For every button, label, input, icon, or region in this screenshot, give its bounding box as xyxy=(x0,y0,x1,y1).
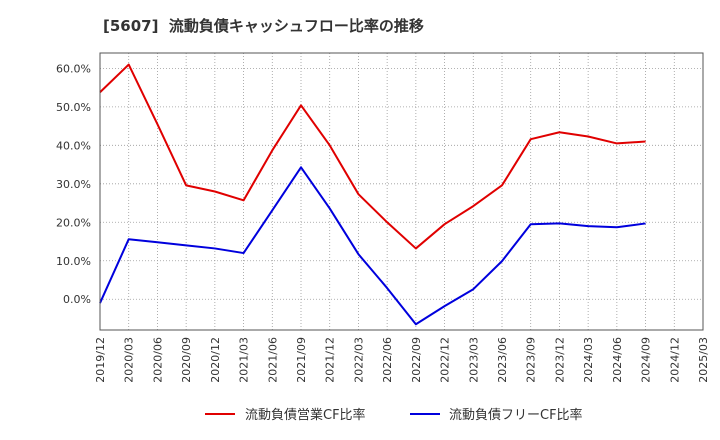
plot-area xyxy=(100,53,703,330)
series-line-0 xyxy=(99,63,646,250)
data-point-series-0 xyxy=(212,189,217,194)
legend-item-operating-cf: 流動負債営業CF比率 xyxy=(205,407,366,423)
x-tick-label: 2023/03 xyxy=(467,337,480,383)
data-point-series-0 xyxy=(270,148,275,153)
data-point-series-1 xyxy=(241,251,246,256)
data-point-series-0 xyxy=(327,143,332,148)
grid-lines xyxy=(99,53,704,330)
data-point-series-1 xyxy=(270,208,275,213)
y-tick-label: 30.0% xyxy=(56,178,91,191)
x-tick-label: 2019/12 xyxy=(94,337,107,383)
x-tick-label: 2023/06 xyxy=(496,337,509,383)
x-tick-label: 2020/06 xyxy=(151,337,164,383)
chart-title: [5607] 流動負債キャッシュフロー比率の推移 xyxy=(103,17,424,35)
data-point-series-1 xyxy=(385,286,390,291)
x-tick-label: 2024/06 xyxy=(611,337,624,383)
y-axis-tick-labels: 0.0% 10.0% 20.0% 30.0% 40.0% 50.0% 60.0% xyxy=(56,62,91,306)
legend: 流動負債営業CF比率 流動負債フリーCF比率 xyxy=(205,407,583,423)
y-tick-label: 0.0% xyxy=(63,293,91,306)
data-point-series-1 xyxy=(471,287,476,292)
x-tick-label: 2020/09 xyxy=(180,337,193,383)
x-tick-label: 2020/03 xyxy=(123,337,136,383)
data-point-series-1 xyxy=(500,259,505,264)
data-point-series-0 xyxy=(356,192,361,197)
data-point-series-1 xyxy=(184,243,189,248)
x-tick-label: 2023/12 xyxy=(553,337,566,383)
data-point-series-0 xyxy=(241,198,246,203)
x-tick-label: 2024/03 xyxy=(582,337,595,383)
plot-border xyxy=(99,52,704,331)
data-point-series-1 xyxy=(413,322,418,327)
data-point-series-0 xyxy=(385,220,390,225)
x-tick-label: 2020/12 xyxy=(209,337,222,383)
x-tick-label: 2023/09 xyxy=(525,337,538,383)
y-tick-label: 40.0% xyxy=(56,139,91,152)
x-tick-label: 2022/09 xyxy=(410,337,423,383)
data-point-series-1 xyxy=(614,225,619,230)
legend-item-free-cf: 流動負債フリーCF比率 xyxy=(410,407,583,423)
x-tick-label: 2021/09 xyxy=(295,337,308,383)
data-point-series-1 xyxy=(126,237,131,242)
data-point-series-1 xyxy=(327,206,332,211)
data-point-series-0 xyxy=(500,183,505,188)
data-point-series-0 xyxy=(299,103,304,108)
x-tick-label: 2022/03 xyxy=(352,337,365,383)
x-tick-label: 2021/06 xyxy=(266,337,279,383)
legend-label-free-cf: 流動負債フリーCF比率 xyxy=(449,407,583,423)
x-tick-label: 2025/03 xyxy=(697,337,710,383)
data-point-series-1 xyxy=(442,304,447,309)
x-tick-label: 2024/09 xyxy=(640,337,653,383)
data-point-series-0 xyxy=(413,246,418,251)
x-tick-label: 2022/06 xyxy=(381,337,394,383)
data-point-series-0 xyxy=(442,222,447,227)
y-tick-label: 50.0% xyxy=(56,101,91,114)
data-point-series-0 xyxy=(155,122,160,127)
x-tick-label: 2021/12 xyxy=(324,337,337,383)
data-point-series-1 xyxy=(586,224,591,229)
y-tick-label: 60.0% xyxy=(56,62,91,75)
x-axis-tick-labels: 2019/12 2020/03 2020/06 2020/09 2020/12 2021/… xyxy=(94,337,710,383)
data-point-series-0 xyxy=(557,130,562,135)
data-point-series-0 xyxy=(184,183,189,188)
data-point-series-0 xyxy=(643,139,648,144)
x-tick-label: 2022/12 xyxy=(439,337,452,383)
data-point-series-0 xyxy=(586,134,591,139)
data-point-series-0 xyxy=(528,137,533,142)
x-tick-label: 2021/03 xyxy=(238,337,251,383)
data-point-series-1 xyxy=(212,246,217,251)
data-point-series-0 xyxy=(126,62,131,67)
data-point-series-0 xyxy=(471,204,476,209)
series-line-1 xyxy=(99,166,646,326)
data-point-series-1 xyxy=(356,252,361,257)
legend-label-operating-cf: 流動負債営業CF比率 xyxy=(245,407,366,423)
x-tick-label: 2024/12 xyxy=(668,337,681,383)
data-point-series-1 xyxy=(528,222,533,227)
data-point-series-1 xyxy=(155,240,160,245)
y-tick-label: 20.0% xyxy=(56,216,91,229)
data-point-series-0 xyxy=(614,141,619,146)
data-point-series-1 xyxy=(643,221,648,226)
series-lines xyxy=(99,62,648,327)
data-point-series-1 xyxy=(557,221,562,226)
data-point-series-1 xyxy=(299,165,304,170)
y-tick-label: 10.0% xyxy=(56,255,91,268)
